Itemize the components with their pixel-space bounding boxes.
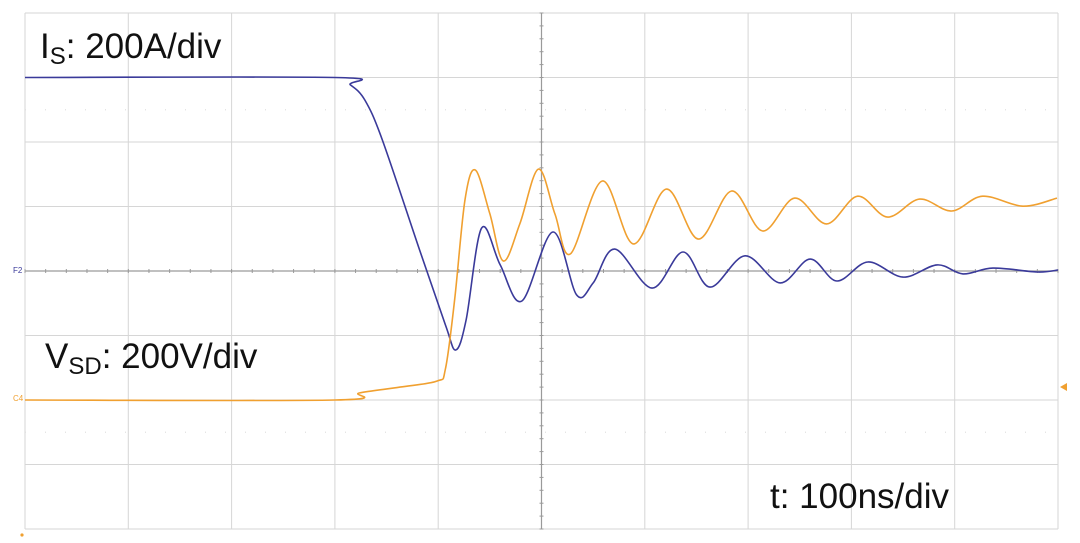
voltage-scale-label: VSD: 200V/div	[45, 337, 258, 380]
trace-v-sd	[24, 168, 1058, 402]
trace-i-s	[24, 76, 1059, 351]
time-scale-label: t: 100ns/div	[770, 477, 949, 516]
trigger-position-marker-icon	[20, 533, 24, 537]
trigger-level-arrow-icon	[1060, 383, 1067, 391]
traces	[24, 76, 1059, 402]
current-scale-label: IS: 200A/div	[40, 27, 222, 70]
current-channel-marker: F2	[13, 266, 23, 275]
voltage-channel-marker: C4	[13, 394, 24, 403]
grid	[24, 12, 1059, 530]
